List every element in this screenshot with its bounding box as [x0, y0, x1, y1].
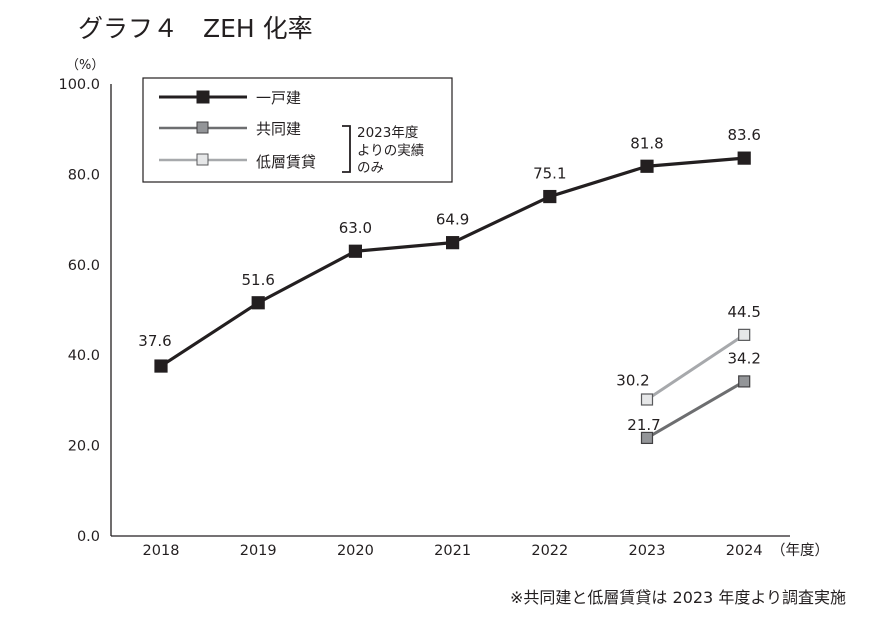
- data-point-marker: [640, 159, 654, 173]
- legend-label: 低層賃貸: [256, 153, 316, 171]
- y-tick-label: 100.0: [58, 77, 100, 93]
- series-1: 37.6 51.6 63.0 64.9 75.1 81.8 83.6: [138, 126, 761, 373]
- y-tick-labels: 0.0 20.0 40.0 60.0 80.0 100.0: [58, 77, 100, 545]
- x-tick-label: 2024: [726, 543, 763, 559]
- data-label: 21.7: [627, 416, 660, 434]
- data-point-marker: [640, 393, 654, 406]
- data-point-marker: [640, 431, 654, 445]
- x-tick-label: 2023: [629, 543, 666, 559]
- series-layer: 37.651.663.0 64.975.181.8 83.621.734.230.2…: [138, 126, 761, 445]
- y-tick-label: 20.0: [68, 439, 100, 455]
- y-tick-label: 80.0: [68, 167, 100, 183]
- x-tick-label: 2022: [531, 543, 568, 559]
- data-point-marker: [737, 151, 751, 165]
- data-label: 81.8: [630, 134, 663, 152]
- data-point-marker: [154, 359, 168, 373]
- series-line: [160, 156, 745, 368]
- data-label: 64.9: [436, 211, 469, 229]
- data-point-marker: [348, 244, 362, 258]
- legend-bracket-icon: [342, 125, 351, 173]
- legend-item-apartment: 共同建: [159, 120, 301, 138]
- data-label: 37.6: [138, 332, 171, 350]
- data-label: 83.6: [727, 126, 760, 144]
- chart-title: グラフ４ ZEH 化率: [78, 14, 313, 43]
- data-label: 63.0: [339, 219, 372, 237]
- series-line: [646, 380, 745, 440]
- data-label: 44.5: [727, 303, 760, 321]
- data-point-marker: [738, 328, 751, 341]
- data-label: 51.6: [241, 271, 274, 289]
- data-label: 34.2: [727, 349, 760, 367]
- x-axis-unit-label: （年度）: [771, 542, 829, 559]
- y-tick-label: 40.0: [68, 348, 100, 364]
- data-point-marker: [738, 375, 751, 388]
- legend: 一戸建 共同建 低層賃貸 2023年度 よりの実績 のみ: [142, 77, 453, 183]
- x-tick-label: 2020: [337, 543, 374, 559]
- legend-note-line-3: のみ: [357, 160, 384, 176]
- y-axis-unit-label: （%）: [66, 58, 104, 73]
- axes: [110, 84, 790, 537]
- data-point-marker: [543, 189, 557, 204]
- legend-square-marker-icon: [196, 90, 210, 104]
- x-tick-label: 2021: [434, 543, 471, 559]
- legend-label: 共同建: [256, 120, 301, 138]
- x-tick-labels: 2018 2019 2020 2021 2022 2023 2024: [143, 543, 763, 559]
- legend-label: 一戸建: [256, 89, 301, 107]
- data-point-marker: [251, 296, 265, 310]
- data-label: 75.1: [533, 165, 566, 183]
- series-2: 21.7 34.2: [627, 349, 761, 445]
- series-line: [646, 333, 746, 401]
- data-label: 30.2: [616, 371, 649, 389]
- series-3: 30.2 44.5: [616, 303, 761, 406]
- x-tick-label: 2019: [240, 543, 277, 559]
- footnote: ※共同建と低層賃貸は 2023 年度より調査実施: [510, 588, 846, 607]
- legend-square-marker-icon: [196, 153, 209, 166]
- legend-item-detached-house: 一戸建: [159, 89, 301, 107]
- legend-note-line-2: よりの実績: [357, 143, 424, 159]
- y-tick-label: 0.0: [77, 529, 100, 545]
- legend-box: [142, 77, 453, 183]
- data-point-marker: [446, 236, 460, 250]
- y-tick-label: 60.0: [68, 258, 100, 274]
- legend-item-low-rise-rental: 低層賃貸: [159, 153, 316, 171]
- x-tick-label: 2018: [143, 543, 180, 559]
- legend-note-line-1: 2023年度: [357, 125, 418, 141]
- legend-square-marker-icon: [196, 121, 209, 134]
